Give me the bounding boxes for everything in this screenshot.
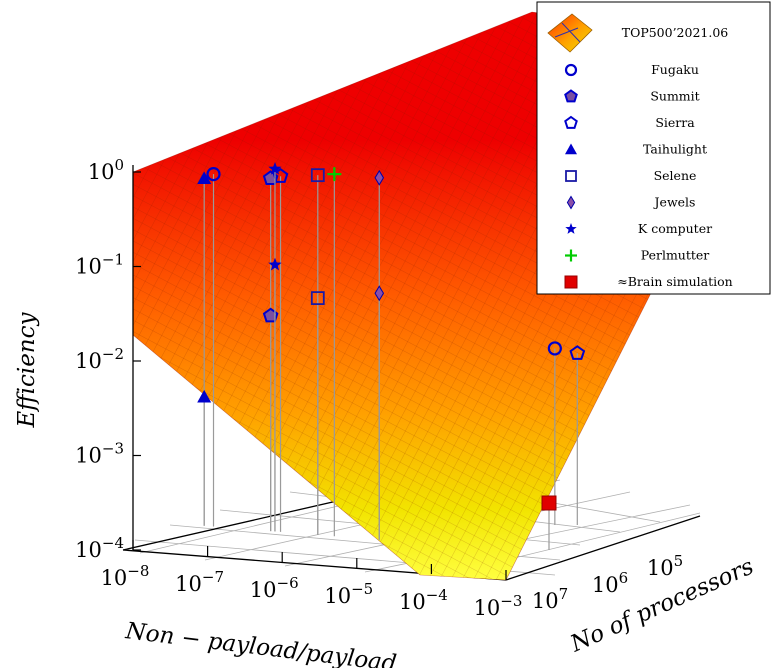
legend-entry-label: Summit	[650, 89, 699, 104]
marker-triangle-filled	[197, 389, 212, 403]
marker-triangle-filled	[197, 171, 212, 184]
payload-tick-label: 10−3	[474, 592, 523, 620]
marker-star	[268, 162, 282, 175]
legend-box	[536, 1, 771, 295]
marker-circle-open	[547, 341, 562, 356]
marker-star	[268, 257, 282, 271]
marker-triangle-filled	[565, 143, 577, 155]
efficiency-ticks: 100 10−1 10−2 10−3 10−4	[75, 156, 141, 562]
legend-entry-label: Taihulight	[643, 142, 707, 157]
efficiency-tick-label: 10−1	[75, 251, 124, 279]
marker-square-open	[310, 291, 325, 306]
marker-pentagon-filled	[262, 307, 279, 323]
payload-tick-label: 10−8	[101, 562, 150, 590]
marker-plus	[565, 249, 577, 262]
processor-tick-label: 105	[647, 552, 683, 580]
marker-pentagon-open	[564, 115, 578, 129]
xlabel: Non − payload/payload	[123, 618, 398, 668]
legend-entry-label: ≈Brain simulation	[617, 274, 732, 289]
marker-plus	[327, 167, 342, 182]
payload-tick-label: 10−4	[399, 586, 448, 614]
marker-square-open	[310, 168, 325, 183]
marker-circle-open	[206, 167, 221, 182]
payload-tick-label: 10−6	[250, 574, 299, 602]
legend-entry-label: K computer	[638, 221, 712, 236]
efficiency-tick-label: 100	[88, 156, 124, 184]
payload-tick-label: 10−7	[175, 568, 224, 596]
payload-tick-label: 10−5	[324, 580, 373, 608]
marker-diamond-filled	[374, 285, 385, 302]
legend-entry-label: Jewels	[653, 195, 696, 210]
marker-layer	[197, 162, 586, 550]
legend-entry-label: Fugaku	[651, 62, 699, 77]
efficiency-tick-label: 10−4	[75, 534, 124, 562]
marker-square-filled	[564, 275, 578, 289]
efficiency-tick-label: 10−2	[75, 345, 124, 373]
marker-diamond-filled	[566, 195, 576, 210]
surface-icon	[547, 13, 593, 53]
marker-pentagon-filled	[564, 89, 578, 103]
legend-surface-label: TOP500’2021.06	[622, 25, 729, 40]
marker-circle-open	[564, 63, 578, 77]
payload-ticks: 10−8 10−7 10−6 10−5 10−4 10−3	[101, 540, 523, 620]
legend-entry-label: Perlmutter	[641, 248, 710, 263]
marker-star	[565, 223, 577, 234]
processor-tick-label: 107	[532, 585, 568, 613]
marker-pentagon-open	[569, 345, 586, 360]
marker-diamond-filled	[374, 169, 385, 186]
legend: TOP500’2021.06 Fugaku Summit Sierra Taihulig…	[536, 1, 771, 295]
ylabel: Efficiency	[14, 312, 40, 429]
marker-square-open	[565, 170, 577, 182]
processor-tick-label: 106	[592, 569, 628, 597]
efficiency-tick-label: 10−3	[75, 440, 124, 468]
marker-square-filled	[541, 495, 557, 511]
surface-icon-mesh	[554, 22, 581, 43]
legend-entry-label: Sierra	[655, 115, 695, 130]
processor-ticks: 105 106 107	[532, 552, 683, 613]
legend-entry-label: Selene	[654, 168, 697, 183]
